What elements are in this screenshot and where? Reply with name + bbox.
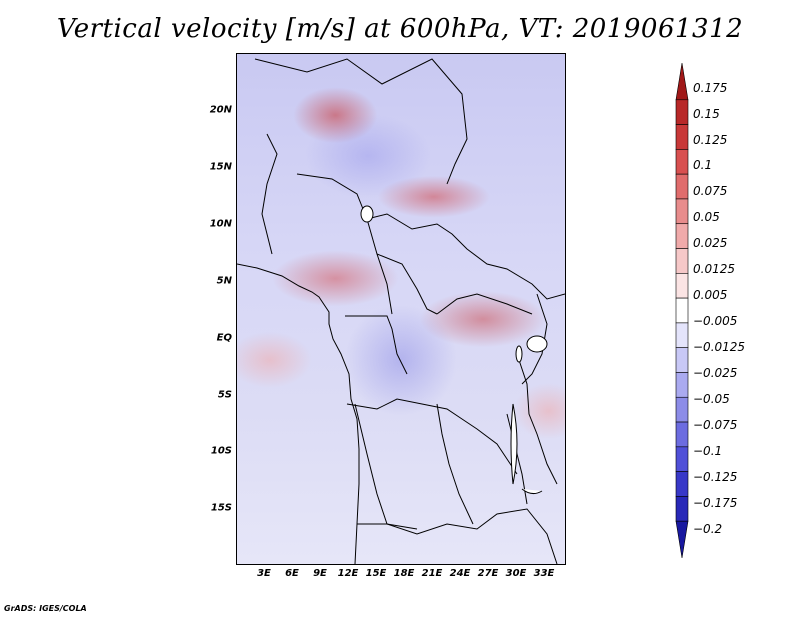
colorbar-cell [675, 124, 689, 150]
colorbar [675, 63, 689, 558]
colorbar-label: 0.125 [693, 133, 728, 147]
lat-label: 10N [209, 218, 232, 230]
colorbar-cell [675, 99, 689, 125]
lon-label: 6E [285, 568, 299, 579]
colorbar-cell [675, 149, 689, 175]
colorbar-cell [675, 198, 689, 225]
colorbar-cell [675, 173, 689, 200]
colorbar-label: −0.1 [693, 444, 723, 458]
lon-label: 18E [393, 568, 415, 579]
colorbar-label: 0.0125 [693, 262, 735, 276]
colorbar-label: −0.075 [693, 418, 738, 432]
colorbar-label: 0.005 [693, 288, 728, 302]
colorbar-label: −0.005 [693, 314, 738, 328]
lon-label: 9E [313, 568, 327, 579]
colorbar-cell [675, 248, 689, 274]
colorbar-cell [675, 520, 689, 558]
lat-label: 5S [217, 389, 232, 401]
colorbar-label: −0.2 [693, 522, 723, 536]
lat-label: 20N [209, 104, 232, 116]
colorbar-cell [675, 273, 689, 299]
lon-label: 24E [449, 568, 471, 579]
lat-label: 10S [210, 445, 232, 457]
colorbar-label: −0.0125 [693, 340, 746, 354]
lon-label: 3E [257, 568, 271, 579]
chart-title: Vertical velocity [m/s] at 600hPa, VT: 2… [56, 14, 744, 44]
colorbar-cell [675, 297, 689, 324]
colorbar-label: 0.1 [693, 158, 713, 172]
lon-label: 21E [421, 568, 443, 579]
lon-label: 12E [337, 568, 359, 579]
lon-label: 33E [533, 568, 555, 579]
colorbar-cell [675, 322, 689, 348]
colorbar-cell [675, 471, 689, 497]
colorbar-label: −0.175 [693, 496, 738, 510]
lon-label: 30E [505, 568, 527, 579]
lon-label: 27E [477, 568, 499, 579]
colorbar-cell [675, 446, 689, 472]
colorbar-cell [675, 223, 689, 249]
map-boundaries [237, 58, 565, 564]
colorbar-label: −0.025 [693, 366, 738, 380]
colorbar-cell [675, 372, 689, 398]
colorbar-label: −0.05 [693, 392, 730, 406]
colorbar-label: −0.125 [693, 470, 738, 484]
grads-credit: GrADS: IGES/COLA [4, 604, 87, 613]
colorbar-cell [675, 496, 689, 522]
colorbar-label: 0.175 [693, 81, 728, 95]
lat-label: 5N [216, 275, 232, 287]
colorbar-label: 0.05 [693, 210, 720, 224]
colorbar-cell [675, 347, 689, 373]
lon-label: 15E [365, 568, 387, 579]
colorbar-label: 0.075 [693, 184, 728, 198]
colorbar-label: 0.15 [693, 107, 720, 121]
map-plot-area [236, 53, 566, 565]
colorbar-cell [675, 421, 689, 448]
lat-label: 15N [209, 161, 232, 173]
lat-label: 15S [210, 502, 232, 514]
colorbar-cell [675, 396, 689, 423]
colorbar-cell [675, 63, 689, 101]
lat-label: EQ [216, 332, 232, 344]
colorbar-label: 0.025 [693, 236, 728, 250]
